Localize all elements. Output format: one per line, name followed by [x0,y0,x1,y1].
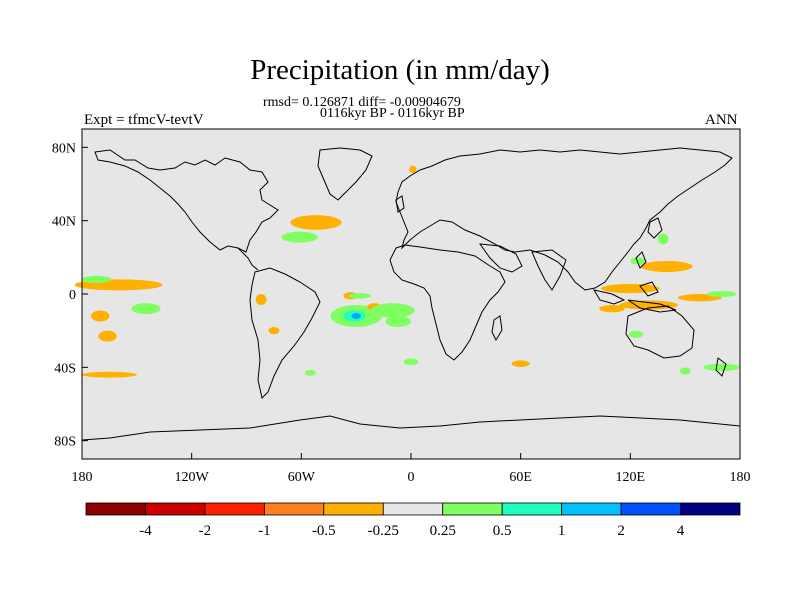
season-label: ANN [705,112,738,128]
colorbar-label: 0.25 [430,523,456,539]
colorbar-label: -0.25 [368,523,399,539]
anomaly-patch [619,300,678,310]
colorbar-swatch [680,502,741,516]
anomaly-patches [74,165,740,378]
colorbar-label: 2 [617,523,625,539]
x-tick-label: 180 [72,470,93,485]
anomaly-patch [348,293,371,299]
anomaly-patch [131,303,161,315]
anomaly-patch [703,363,740,372]
colorbar-swatch [85,502,146,516]
colorbar-swatch [382,502,444,516]
colorbar-label: 1 [558,523,566,539]
colorbar-label: -4 [139,523,152,539]
anomaly-patch [304,369,316,376]
colorbar-label: -2 [199,523,212,539]
colorbar-label: 0.5 [493,523,512,539]
colorbar-swatch [501,502,563,516]
longitude-axis: 180 120W 60W 0 60E 120E 180 [72,453,751,485]
anomaly-patch [385,316,412,327]
colorbar-swatch [561,502,622,516]
anomaly-patch [641,261,693,272]
colorbar-swatch [323,502,384,516]
colorbar-swatch [204,502,265,516]
coastlines [81,147,741,441]
anomaly-patch [657,233,669,245]
x-tick-label: 0 [408,470,415,485]
anomaly-patch [98,330,117,342]
y-tick-label: 0 [69,288,76,303]
experiment-label: Expt = tfmcV-tevtV [84,112,204,128]
anomaly-patch [268,327,280,335]
colorbar-swatch [442,502,503,516]
anomaly-patch [281,231,318,243]
x-tick-label: 60W [288,470,316,485]
colorbar: -4 -2 -1 -0.5 -0.25 0.25 0.5 1 2 4 [85,502,741,539]
anomaly-patch [601,283,660,294]
anomaly-patch [255,294,267,305]
stats-line: rmsd= 0.126871 diff= -0.00904679 [263,95,461,110]
x-tick-label: 180 [730,470,751,485]
anomaly-patch [82,275,112,284]
anomaly-patch [370,303,415,318]
y-tick-label: 40S [54,361,76,376]
x-tick-label: 120W [175,470,210,485]
y-tick-label: 80N [52,141,76,156]
anomaly-patch [679,367,691,375]
anomaly-patch [511,360,530,367]
plot-subtitle: 0116kyr BP - 0116kyr BP [320,106,465,121]
x-tick-label: 60E [509,470,532,485]
anomaly-patch [351,313,361,319]
x-tick-label: 120E [616,470,646,485]
anomaly-patch [599,305,625,313]
anomaly-patch [91,310,110,322]
colorbar-label: 4 [677,523,685,539]
colorbar-swatch [145,502,206,516]
anomaly-patch [628,330,644,339]
colorbar-label: -0.5 [312,523,336,539]
anomaly-patch [707,291,737,297]
anomaly-patch [403,358,419,366]
colorbar-label: -1 [258,523,271,539]
anomaly-patch [290,215,342,230]
colorbar-swatch [620,502,681,516]
map-background [82,129,740,459]
colorbar-swatch [263,502,325,516]
anomaly-patch [409,165,417,173]
plot-title: Precipitation (in mm/day) [250,54,550,86]
y-tick-label: 40N [52,215,76,230]
latitude-axis: 80N 40N 0 40S 80S [52,141,88,450]
anomaly-patch [82,371,137,378]
y-tick-label: 80S [54,435,76,450]
